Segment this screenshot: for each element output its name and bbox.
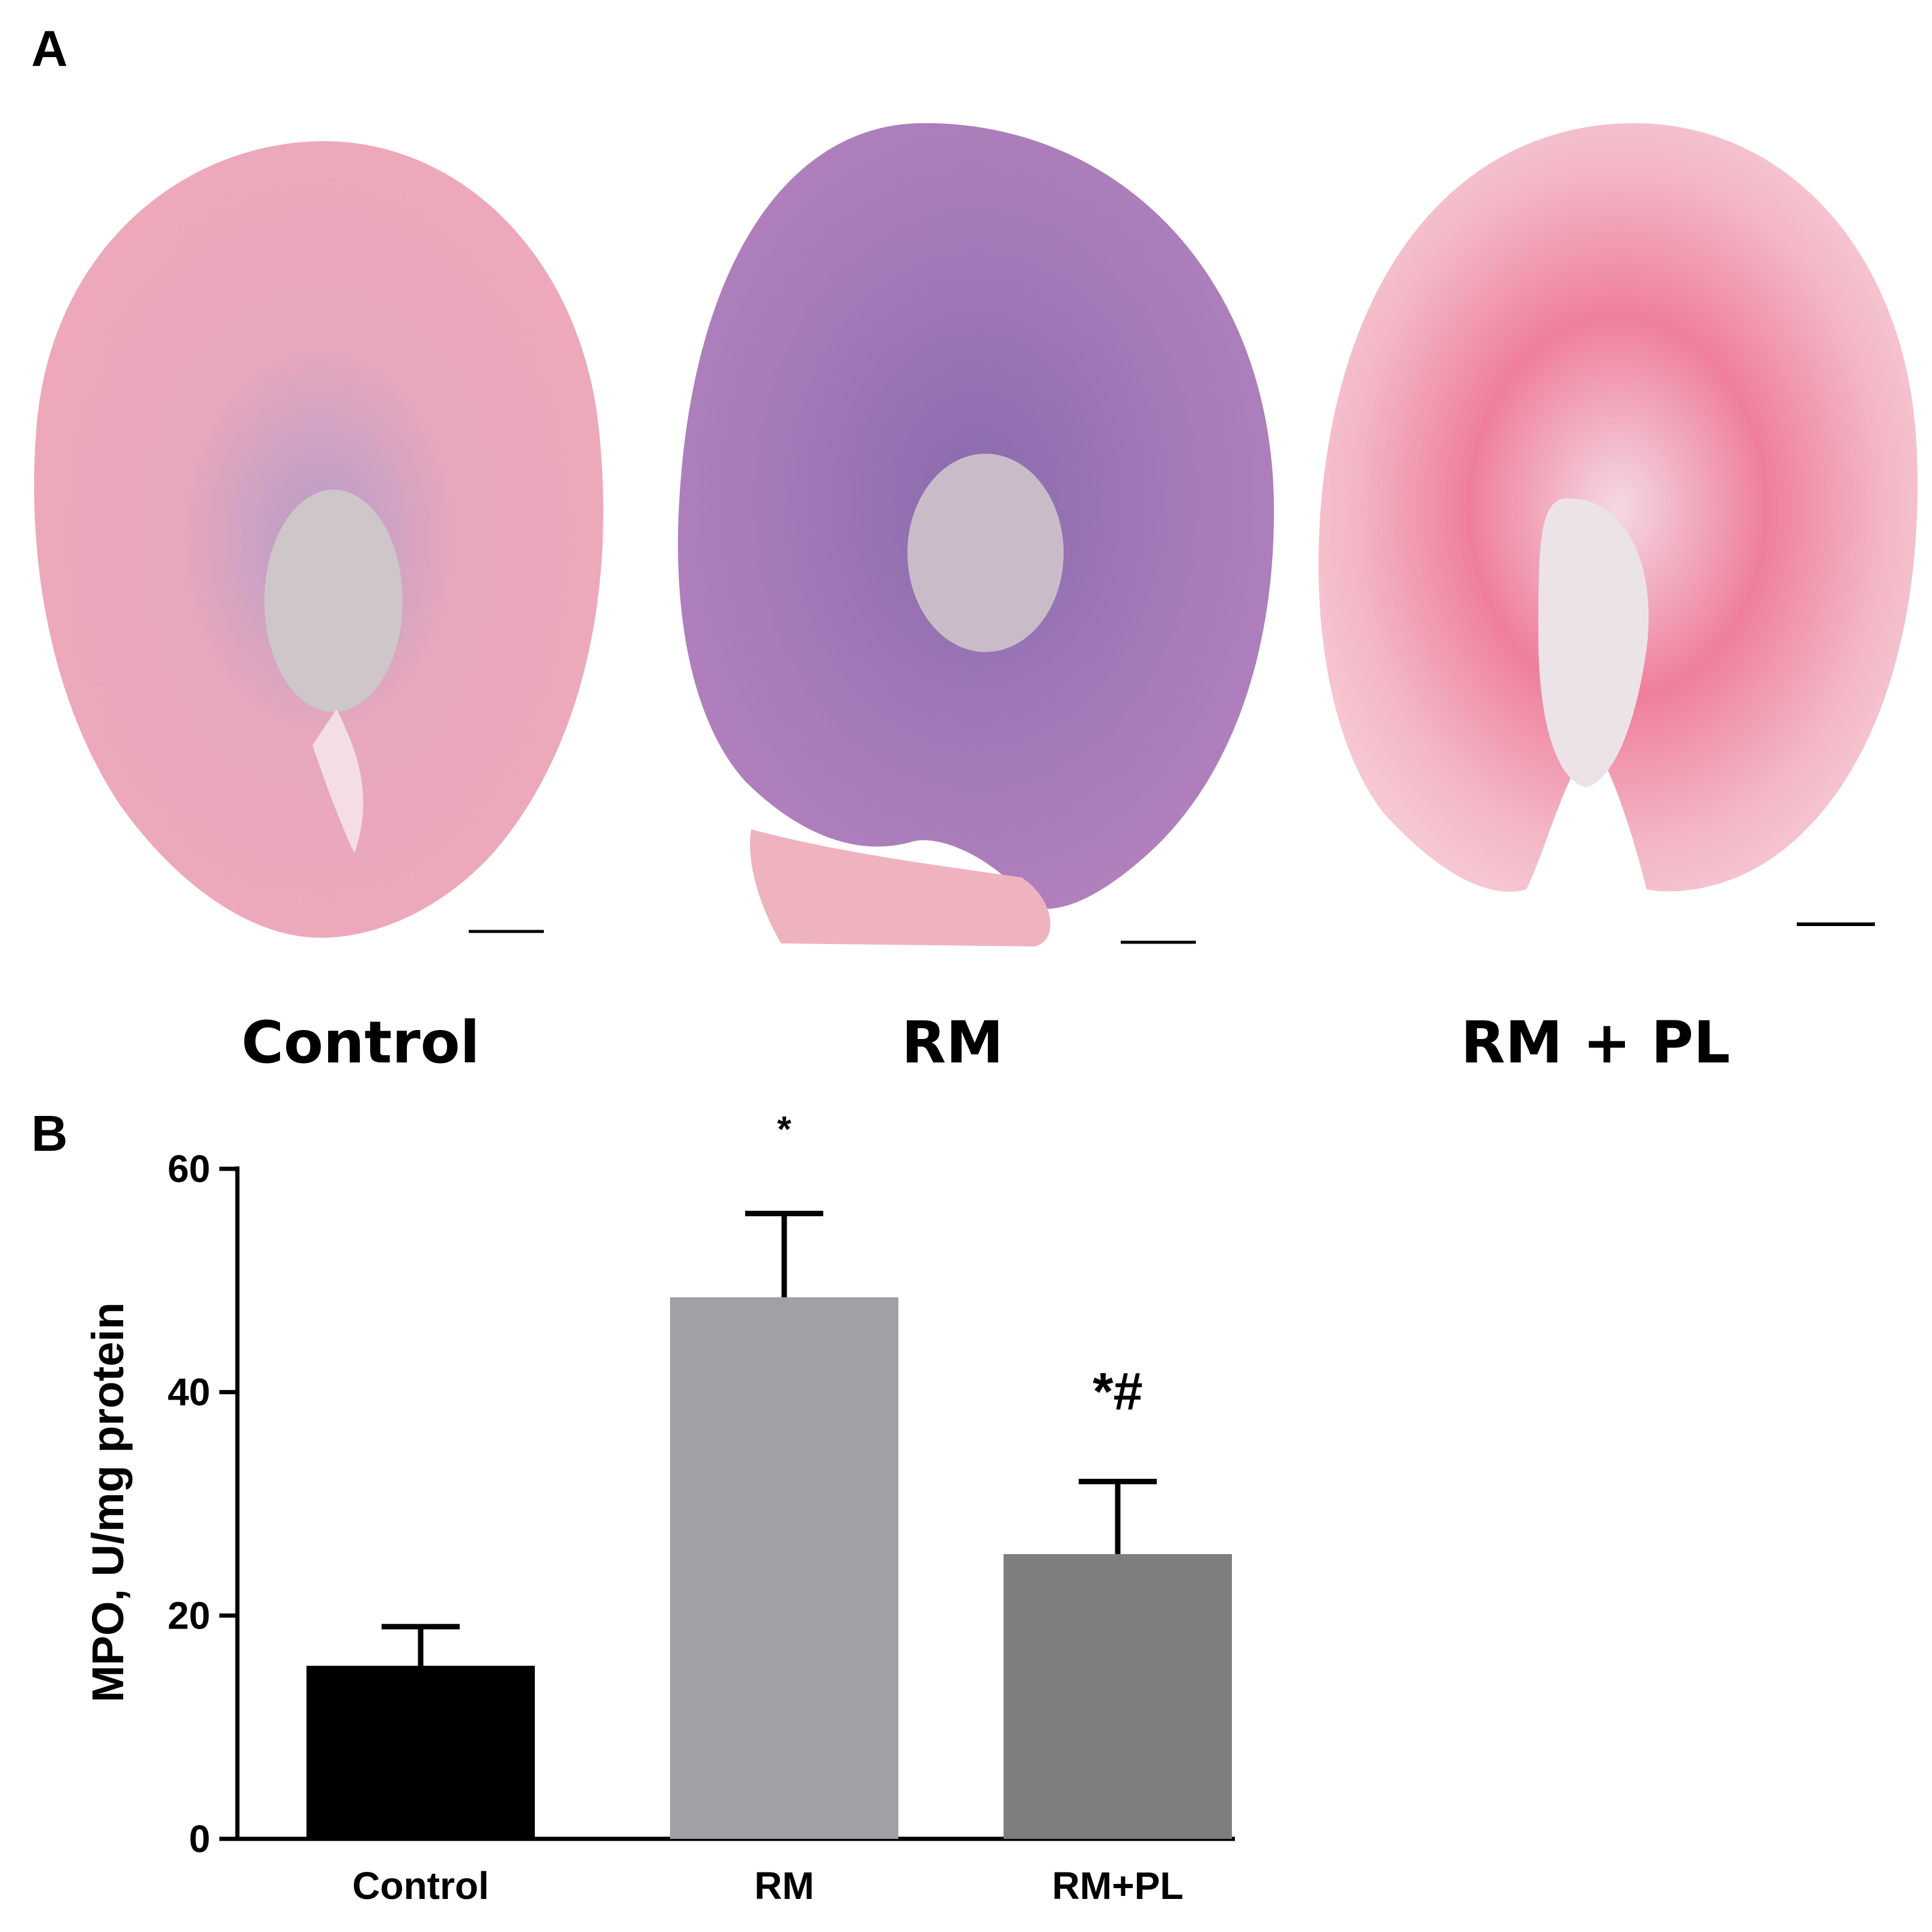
rm-pelvis [907, 454, 1064, 652]
bar [1004, 1554, 1232, 1839]
x-tick-label: RM+PL [1052, 1864, 1184, 1907]
y-axis-label: MPO, U/mg protein [83, 1302, 133, 1702]
panel-b-letter: B [31, 1105, 68, 1162]
x-tick-label: Control [352, 1864, 489, 1907]
image-label-control: Control [242, 1009, 480, 1076]
control-pelvis [264, 490, 403, 712]
y-tick-label: 0 [189, 1817, 210, 1860]
x-tick-label: RM [754, 1864, 814, 1907]
control-hilum [312, 709, 364, 853]
kidney-section-control [34, 141, 603, 938]
y-tick-label: 20 [168, 1594, 210, 1637]
rmpl-tissue [1318, 123, 1918, 892]
bar-chart: 0 20 40 60 MPO, U/mg protein Control * RM *# RM+P… [83, 1109, 1235, 1907]
image-label-rm: RM [901, 1009, 1003, 1076]
rm-hilum-tissue [750, 829, 1050, 946]
significance-annotation: *# [1092, 1361, 1142, 1421]
bar [306, 1665, 535, 1839]
significance-annotation: * [777, 1109, 791, 1149]
kidney-section-rmpl [1318, 123, 1918, 926]
y-tick-label: 60 [168, 1147, 210, 1190]
y-tick-label: 40 [168, 1371, 210, 1414]
image-label-rmpl: RM + PL [1461, 1009, 1730, 1076]
bar [670, 1297, 898, 1839]
kidney-section-rm [678, 123, 1274, 946]
panel-a-letter: A [31, 20, 68, 77]
rmpl-pelvis [1538, 498, 1649, 787]
